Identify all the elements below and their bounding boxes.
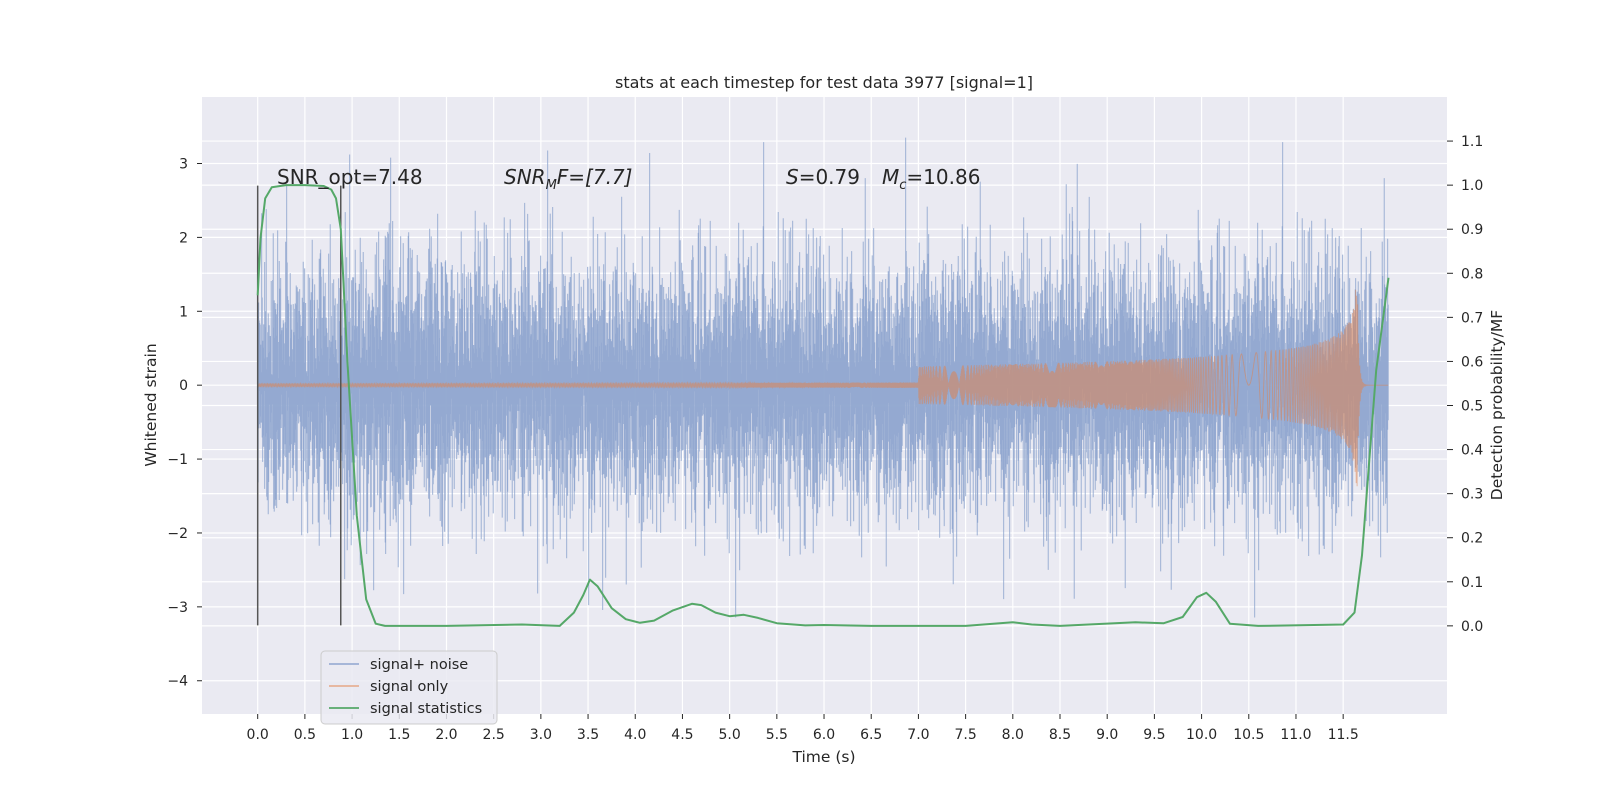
x-tick-label: 10.0 xyxy=(1186,727,1217,743)
y-tick-label: 3 xyxy=(179,157,188,173)
legend-label-signal-statistics: signal statistics xyxy=(370,701,482,717)
right-tick-label: 0.0 xyxy=(1461,619,1483,635)
y-tick-label: −4 xyxy=(167,674,188,690)
y-ticks-right: 1.1 1.0 0.9 0.8 0.7 0.6 0.5 0.4 0.3 0.2 0.1 0.0 xyxy=(1447,134,1483,635)
x-axis-label: Time (s) xyxy=(791,748,855,766)
x-tick-label: 2.0 xyxy=(435,727,457,743)
right-tick-label: 0.1 xyxy=(1461,575,1483,591)
annotation-snr-opt: SNR_opt=7.48 xyxy=(277,165,423,189)
annotation-s: S=0.79 xyxy=(786,165,860,189)
right-tick-label: 0.7 xyxy=(1461,310,1483,326)
x-tick-label: 7.0 xyxy=(907,727,929,743)
y-tick-label: 2 xyxy=(179,230,188,246)
y-tick-label: 0 xyxy=(179,378,188,394)
y-axis-label: Whitened strain xyxy=(142,343,160,466)
x-tick-label: 1.5 xyxy=(388,727,410,743)
chart-title: stats at each timestep for test data 397… xyxy=(615,73,1033,92)
annotation-snr-mf: SNRMF=[7.7] xyxy=(504,165,632,193)
x-tick-label: 10.5 xyxy=(1233,727,1264,743)
x-tick-label: 4.5 xyxy=(671,727,693,743)
statistics-line xyxy=(256,184,1390,627)
s-label: S xyxy=(786,165,799,189)
snr-mf-value: F=[7.7] xyxy=(557,165,633,189)
x-tick-label: 9.5 xyxy=(1143,727,1165,743)
reference-lines xyxy=(256,185,342,626)
x-tick-label: 3.5 xyxy=(577,727,599,743)
annotation-mc: Mc=10.86 xyxy=(882,165,980,193)
mc-label: M xyxy=(882,165,899,189)
right-tick-label: 1.0 xyxy=(1461,178,1483,194)
legend-box xyxy=(320,650,498,725)
y-tick-label: −1 xyxy=(167,452,188,468)
right-tick-label: 0.3 xyxy=(1461,487,1483,503)
x-tick-label: 5.5 xyxy=(766,727,788,743)
y-ticks: 3 2 1 0 −1 −2 −3 −4 xyxy=(167,157,202,690)
signal-trace xyxy=(257,289,1389,487)
x-tick-label: 8.0 xyxy=(1002,727,1024,743)
mc-value: =10.86 xyxy=(906,165,980,189)
x-tick-label: 9.0 xyxy=(1096,727,1118,743)
right-tick-label: 0.6 xyxy=(1461,354,1483,370)
s-value: =0.79 xyxy=(799,165,860,189)
right-tick-label: 0.9 xyxy=(1461,222,1483,238)
x-tick-label: 6.5 xyxy=(860,727,882,743)
x-tick-label: 0.0 xyxy=(247,727,269,743)
x-tick-label: 7.5 xyxy=(954,727,976,743)
y-tick-label: −2 xyxy=(167,526,188,542)
y-tick-label: −3 xyxy=(167,600,188,616)
right-tick-label: 0.5 xyxy=(1461,399,1483,415)
right-tick-label: 0.2 xyxy=(1461,531,1483,547)
x-tick-label: 3.0 xyxy=(530,727,552,743)
x-tick-label: 6.0 xyxy=(813,727,835,743)
x-tick-label: 5.0 xyxy=(719,727,741,743)
right-tick-label: 0.4 xyxy=(1461,443,1483,459)
x-tick-label: 11.5 xyxy=(1328,727,1359,743)
y-tick-label: 1 xyxy=(179,304,188,320)
x-tick-label: 4.0 xyxy=(624,727,646,743)
x-ticks: 0.0 0.5 1.0 1.5 2.0 2.5 3.0 3.5 4.0 4.5 5.0 5.5 6.0 6… xyxy=(247,714,1359,743)
x-tick-label: 2.5 xyxy=(483,727,505,743)
right-tick-label: 1.1 xyxy=(1461,134,1483,150)
snr-mf-label: SNR xyxy=(504,165,546,189)
x-tick-label: 11.0 xyxy=(1280,727,1311,743)
x-tick-label: 0.5 xyxy=(294,727,316,743)
x-tick-label: 1.0 xyxy=(341,727,363,743)
series-signal-statistics xyxy=(256,184,1390,627)
right-tick-label: 0.8 xyxy=(1461,266,1483,282)
mc-subscript: c xyxy=(899,178,906,193)
legend: signal+ noise signal only signal statist… xyxy=(320,650,498,725)
legend-label-signal-only: signal only xyxy=(370,679,449,695)
y-axis-label-right: Detection probability/MF xyxy=(1488,310,1506,501)
snr-mf-subscript: M xyxy=(546,178,557,193)
legend-label-signal-noise: signal+ noise xyxy=(370,657,468,673)
x-tick-label: 8.5 xyxy=(1049,727,1071,743)
series-signal-only xyxy=(257,289,1389,487)
